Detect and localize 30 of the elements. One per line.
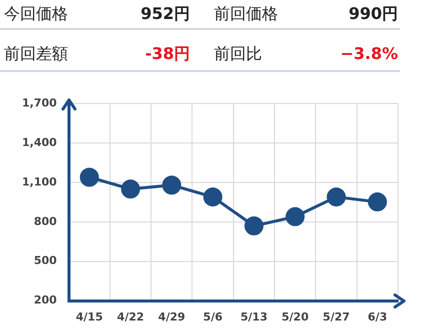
y-tick-label: 1,100 <box>22 175 58 188</box>
y-tick-label: 800 <box>34 214 58 228</box>
x-tick-label: 5/27 <box>322 310 350 324</box>
text: 952円 <box>140 4 190 25</box>
x-tick-label: 4/29 <box>158 310 186 324</box>
x-tick-label: 4/15 <box>76 310 103 324</box>
y-tick-label: 500 <box>34 254 58 268</box>
point <box>162 176 182 195</box>
y-tick-label: 1,400 <box>22 136 58 149</box>
point <box>203 187 222 206</box>
x-tick-label: 5/6 <box>203 310 223 324</box>
text: -38円 <box>145 44 190 65</box>
text: 前回差額 <box>4 44 68 65</box>
y-tick-label: 200 <box>34 294 58 307</box>
y-tick-label: 1,700 <box>22 96 58 110</box>
point <box>286 207 305 226</box>
point <box>326 187 346 206</box>
point <box>368 192 387 212</box>
point <box>80 168 99 187</box>
x-tick-label: 5/13 <box>240 310 268 324</box>
text: 今回価格 <box>4 4 68 25</box>
x-tick-label: 4/22 <box>117 310 144 324</box>
point <box>121 180 140 199</box>
x-tick-label: 6/3 <box>368 310 388 324</box>
text: 前回価格 <box>214 4 278 25</box>
x-tick-label: 5/20 <box>282 310 309 324</box>
text: 990円 <box>348 4 398 25</box>
point <box>244 216 264 236</box>
text: 前回比 <box>214 44 262 65</box>
text: −3.8% <box>340 44 398 63</box>
